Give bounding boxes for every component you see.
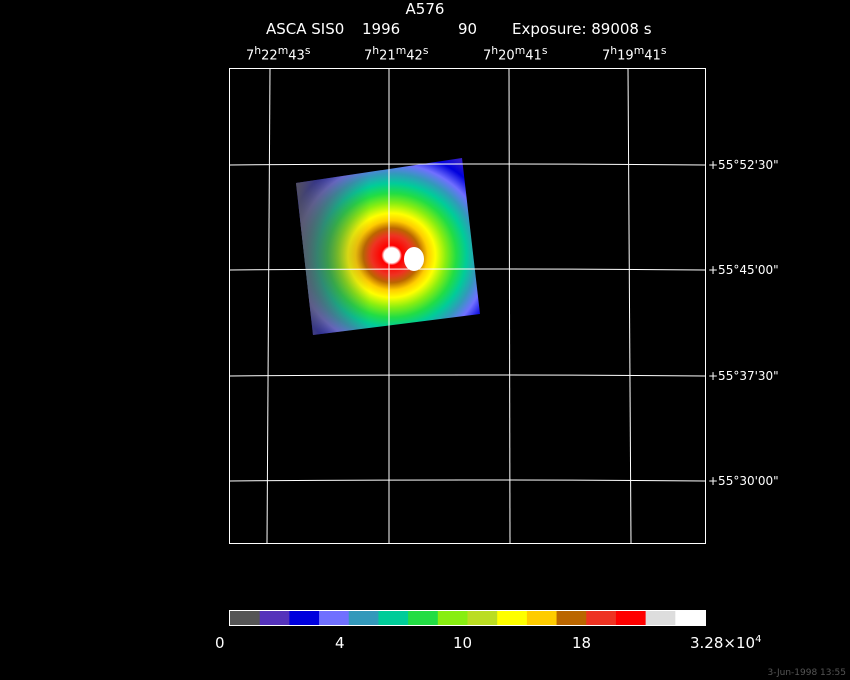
colorbar-swatch [348, 611, 380, 625]
colorbar-swatch [437, 611, 469, 625]
instrument-label: ASCA SIS0 [266, 20, 345, 38]
dec-grid-line [228, 268, 706, 271]
ra-grid-line [627, 67, 632, 544]
ra-tick-label: 7h21m42s [364, 44, 429, 64]
number-label: 90 [458, 20, 478, 38]
cluster-core [404, 247, 424, 271]
colorbar-swatch [675, 611, 706, 625]
colorbar-label: 10 [453, 634, 473, 652]
colorbar-swatch [556, 611, 587, 625]
dec-tick-label: +55°52'30" [708, 158, 779, 172]
colorbar-swatch [230, 611, 261, 625]
dec-grid-line [228, 479, 706, 482]
colorbar-swatch [319, 611, 350, 625]
colorbar-swatch [526, 611, 558, 625]
image-title: A576 [405, 0, 445, 18]
colorbar-swatch [467, 611, 498, 625]
ra-grid-line [508, 67, 511, 544]
colorbar-label: 0 [215, 634, 225, 652]
colorbar-swatch [497, 611, 528, 625]
ra-grid-line [266, 67, 271, 544]
colorbar-max-label: 3.28×104 [690, 634, 762, 652]
dec-grid-line [228, 163, 706, 166]
colorbar-label: 18 [572, 634, 592, 652]
ra-tick-label: 7h19m41s [602, 44, 667, 64]
colorbar-label: 4 [335, 634, 345, 652]
dec-tick-label: +55°37'30" [708, 369, 779, 383]
colorbar-swatch [289, 611, 320, 625]
colorbar-swatch [259, 611, 290, 625]
colorbar [229, 610, 706, 626]
timestamp: 3-Jun-1998 13:55 [767, 668, 847, 678]
detector-image [296, 158, 480, 335]
dec-tick-label: +55°45'00" [708, 263, 779, 277]
year-label: 1996 [362, 20, 401, 38]
detector-edge [296, 158, 480, 335]
dec-grid-line [228, 374, 706, 377]
colorbar-swatch [586, 611, 617, 625]
colorbar-swatch [615, 611, 647, 625]
colorbar-swatch [378, 611, 409, 625]
plot-frame [229, 68, 706, 544]
ra-tick-label: 7h20m41s [483, 44, 548, 64]
dec-tick-label: +55°30'00" [708, 474, 779, 488]
colorbar-swatch [408, 611, 439, 625]
ra-tick-label: 7h22m43s [246, 44, 311, 64]
colorbar-frame [229, 610, 706, 626]
exposure-label: Exposure: 89008 s [512, 20, 652, 38]
coordinate-grid [228, 67, 706, 544]
colorbar-swatch [645, 611, 676, 625]
